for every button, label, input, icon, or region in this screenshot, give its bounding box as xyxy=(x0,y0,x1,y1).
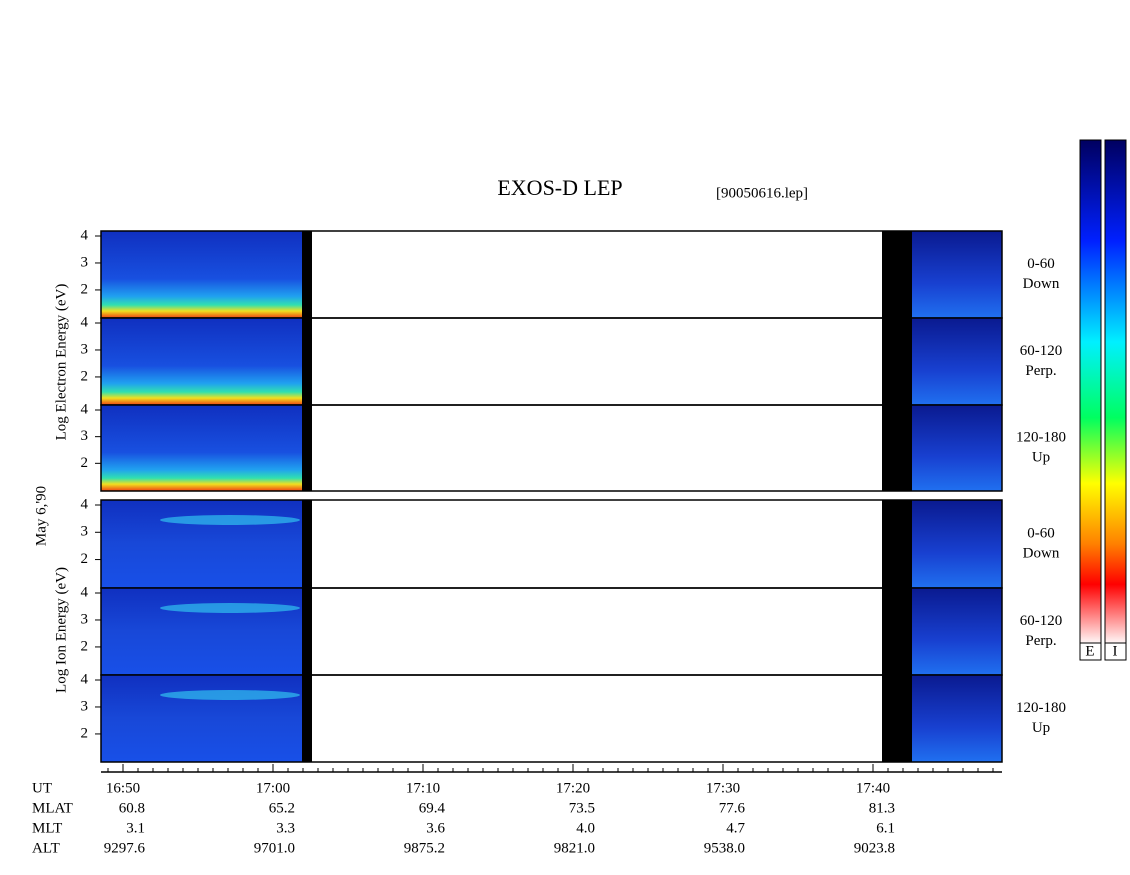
panel-label: Perp. xyxy=(1025,633,1056,649)
data-gap xyxy=(882,405,912,491)
row-name: MLAT xyxy=(32,800,73,816)
row-value: 4.0 xyxy=(576,820,595,836)
data-gap xyxy=(302,405,312,491)
row-name: UT xyxy=(32,780,52,796)
row-value: 60.8 xyxy=(119,800,145,816)
date-label: May 6,'90 xyxy=(33,486,49,546)
panel-label: 60-120 xyxy=(1020,613,1063,629)
row-name: MLT xyxy=(32,820,62,836)
energy-tick-label: 4 xyxy=(81,227,89,243)
row-value: 81.3 xyxy=(869,800,895,816)
time-label: 17:20 xyxy=(556,780,590,796)
panel-label: 60-120 xyxy=(1020,343,1063,359)
title: EXOS-D LEP xyxy=(497,175,622,200)
energy-tick-label: 2 xyxy=(81,725,89,741)
spectrogram xyxy=(912,500,1002,588)
data-gap xyxy=(882,675,912,762)
time-label: 17:30 xyxy=(706,780,740,796)
panel-frame xyxy=(100,674,1003,763)
row-value: 4.7 xyxy=(726,820,745,836)
spectrogram xyxy=(101,675,302,762)
time-label: 17:40 xyxy=(856,780,890,796)
colorbar-label: E xyxy=(1085,643,1094,659)
row-value: 9701.0 xyxy=(254,840,295,856)
panel-label: 120-180 xyxy=(1016,700,1066,716)
energy-tick-label: 2 xyxy=(81,368,89,384)
row-value: 9023.8 xyxy=(854,840,895,856)
row-value: 77.6 xyxy=(719,800,746,816)
panel-label: 0-60 xyxy=(1027,256,1055,272)
colorbar-label: I xyxy=(1113,643,1118,659)
energy-tick-label: 2 xyxy=(81,551,89,567)
row-value: 73.5 xyxy=(569,800,595,816)
colorbar-box xyxy=(1104,642,1127,661)
row-value: 6.1 xyxy=(876,820,895,836)
spectrogram xyxy=(912,588,1002,675)
panel-label: 120-180 xyxy=(1016,429,1066,445)
data-gap xyxy=(882,500,912,588)
spectrogram xyxy=(912,318,1002,405)
ion-streak xyxy=(160,690,300,700)
data-gap xyxy=(882,231,912,318)
panel-label: Down xyxy=(1023,545,1060,561)
data-gap xyxy=(302,675,312,762)
row-value: 65.2 xyxy=(269,800,295,816)
spectrogram xyxy=(912,231,1002,318)
time-label: 16:50 xyxy=(106,780,140,796)
energy-tick-label: 3 xyxy=(81,254,89,270)
energy-tick-label: 2 xyxy=(81,638,89,654)
spectrogram xyxy=(101,231,302,318)
row-value: 9821.0 xyxy=(554,840,595,856)
energy-tick-label: 3 xyxy=(81,341,89,357)
row-value: 9297.6 xyxy=(104,840,146,856)
energy-tick-label: 3 xyxy=(81,428,89,444)
panel-label: Down xyxy=(1023,276,1060,292)
row-value: 9538.0 xyxy=(704,840,745,856)
energy-tick-label: 2 xyxy=(81,281,89,297)
energy-tick-label: 4 xyxy=(81,671,89,687)
row-value: 3.3 xyxy=(276,820,295,836)
row-value: 3.1 xyxy=(126,820,145,836)
data-gap xyxy=(302,500,312,588)
energy-tick-label: 3 xyxy=(81,611,89,627)
row-value: 9875.2 xyxy=(404,840,445,856)
spectrogram xyxy=(101,318,302,405)
data-gap xyxy=(302,318,312,405)
data-gap xyxy=(882,588,912,675)
data-gap xyxy=(882,318,912,405)
electron-axis-label: Log Electron Energy (eV) xyxy=(53,284,69,441)
spectrogram xyxy=(101,405,302,491)
time-label: 17:10 xyxy=(406,780,440,796)
row-value: 69.4 xyxy=(419,800,446,816)
ion-axis-label: Log Ion Energy (eV) xyxy=(53,567,69,693)
spectrogram xyxy=(912,405,1002,491)
energy-tick-label: 3 xyxy=(81,524,89,540)
panel-label: Up xyxy=(1032,449,1050,465)
data-gap xyxy=(302,231,312,318)
ion-streak xyxy=(160,515,300,525)
energy-tick-label: 4 xyxy=(81,496,89,512)
panel-frame xyxy=(100,404,1003,492)
colorbar-box xyxy=(1079,642,1102,661)
energy-tick-label: 4 xyxy=(81,584,89,600)
energy-tick-label: 4 xyxy=(81,314,89,330)
file-name: [90050616.lep] xyxy=(716,185,808,201)
panel-label: Up xyxy=(1032,720,1050,736)
colorbar xyxy=(1104,139,1127,646)
energy-tick-label: 4 xyxy=(81,401,89,417)
ion-streak xyxy=(160,603,300,613)
spectrogram xyxy=(101,588,302,675)
energy-tick-label: 2 xyxy=(81,455,89,471)
spectrogram xyxy=(912,675,1002,762)
energy-tick-label: 3 xyxy=(81,698,89,714)
data-gap xyxy=(302,588,312,675)
row-value: 3.6 xyxy=(426,820,445,836)
panel-label: Perp. xyxy=(1025,363,1056,379)
row-name: ALT xyxy=(32,840,60,856)
time-label: 17:00 xyxy=(256,780,290,796)
colorbar xyxy=(1079,139,1102,646)
panel-label: 0-60 xyxy=(1027,525,1055,541)
spectrogram xyxy=(101,500,302,588)
